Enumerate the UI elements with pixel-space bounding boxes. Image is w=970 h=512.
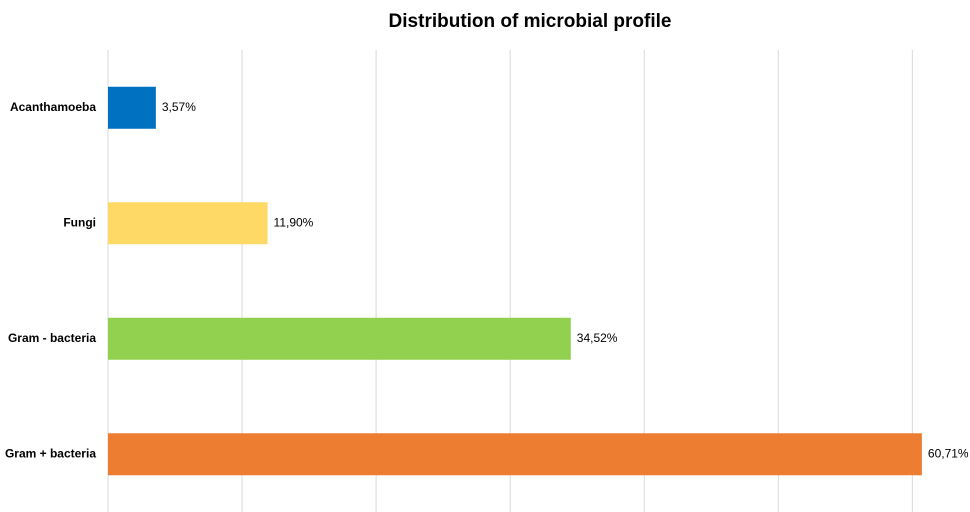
bar xyxy=(108,86,156,129)
data-label: 3,57% xyxy=(162,100,196,114)
y-tick-label: Fungi xyxy=(63,215,96,229)
y-tick-label: Gram + bacteria xyxy=(5,446,96,460)
bar xyxy=(108,317,571,360)
chart-title: Distribution of microbial profile xyxy=(389,11,672,32)
y-tick-label: Gram - bacteria xyxy=(8,331,96,345)
data-label: 11,90% xyxy=(274,215,314,229)
bar xyxy=(108,202,268,245)
y-tick-label: Acanthamoeba xyxy=(10,100,96,114)
data-label: 34,52% xyxy=(577,331,618,345)
data-label: 60,71% xyxy=(928,446,969,460)
bar xyxy=(108,433,922,476)
